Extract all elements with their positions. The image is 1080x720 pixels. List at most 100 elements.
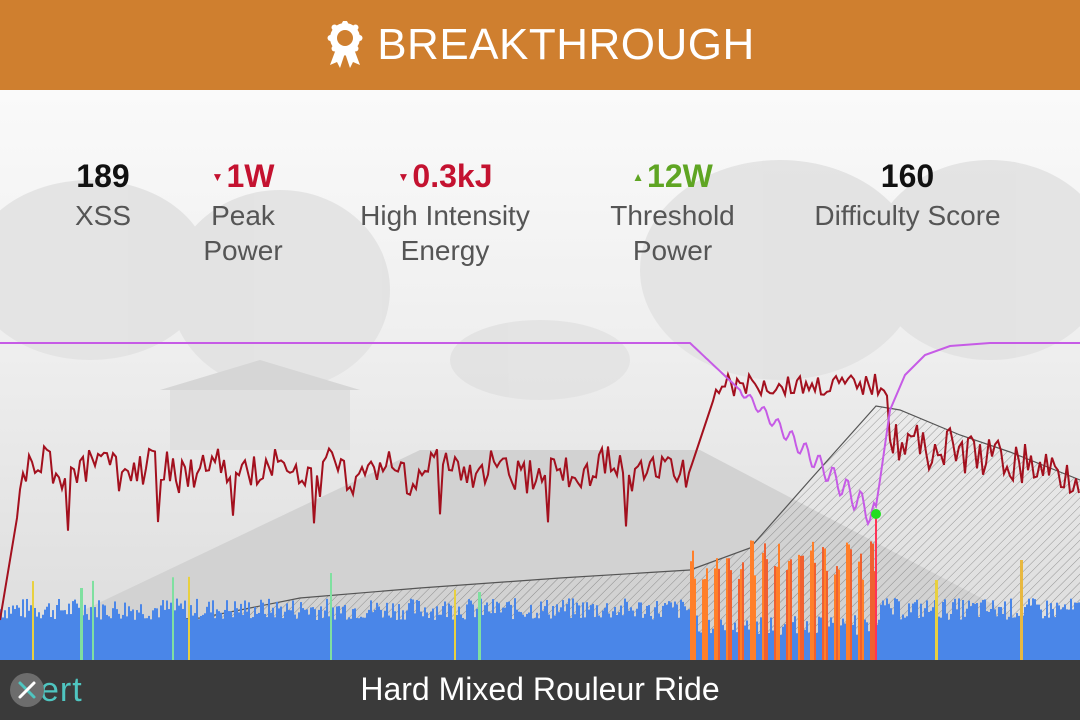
power-zone-bar bbox=[532, 618, 534, 660]
power-zone-bar bbox=[88, 619, 90, 660]
power-zone-bar bbox=[924, 608, 926, 660]
power-zone-bar bbox=[388, 615, 390, 660]
power-zone-bar bbox=[186, 618, 188, 660]
power-zone-bar bbox=[614, 606, 616, 660]
power-zone-bar bbox=[692, 550, 694, 660]
power-zone-bar bbox=[1006, 619, 1008, 660]
power-zone-bar bbox=[596, 605, 598, 660]
power-zone-bar bbox=[946, 613, 948, 660]
workout-name: Hard Mixed Rouleur Ride bbox=[360, 671, 720, 707]
power-zone-bar bbox=[800, 555, 802, 660]
power-zone-bar bbox=[344, 605, 346, 660]
power-zone-bar bbox=[420, 611, 422, 660]
power-zone-bar bbox=[134, 619, 136, 660]
power-zone-bar bbox=[848, 544, 850, 660]
power-zone-bar bbox=[670, 602, 672, 660]
power-zone-bar bbox=[546, 599, 548, 660]
stat-xss: 189 XSS bbox=[53, 154, 153, 233]
power-zone-bar bbox=[130, 611, 132, 660]
power-zone-bar bbox=[414, 613, 416, 660]
power-zone-bar bbox=[204, 613, 206, 660]
power-zone-bar bbox=[502, 607, 504, 660]
stat-hie-value: 0.3kJ bbox=[412, 158, 493, 194]
power-zone-bar bbox=[62, 610, 64, 660]
power-zone-bar bbox=[608, 613, 610, 660]
power-zone-bar bbox=[222, 618, 224, 660]
power-zone-bar bbox=[1074, 602, 1076, 660]
power-zone-bar bbox=[864, 619, 866, 660]
power-zone-bar bbox=[176, 598, 178, 660]
power-zone-bar bbox=[564, 611, 566, 660]
power-zone-bar bbox=[408, 603, 410, 660]
power-zone-bar bbox=[268, 598, 270, 660]
power-zone-bar bbox=[460, 614, 462, 660]
power-zone-bar bbox=[288, 610, 290, 660]
power-zone-bar bbox=[1050, 603, 1052, 660]
power-zone-bar bbox=[436, 606, 438, 660]
power-zone-bar bbox=[34, 607, 36, 660]
power-zone-bar bbox=[166, 600, 168, 660]
power-zone-bar bbox=[56, 605, 58, 660]
power-zone-bar bbox=[570, 617, 572, 660]
power-zone-bar bbox=[412, 599, 414, 660]
power-zone-bar bbox=[510, 604, 512, 660]
power-zone-bar bbox=[968, 600, 970, 660]
power-zone-bar bbox=[552, 605, 554, 660]
power-line bbox=[0, 370, 1080, 621]
power-zone-bar bbox=[442, 606, 444, 660]
power-zone-bar bbox=[1044, 615, 1046, 660]
power-zone-bar bbox=[938, 616, 940, 660]
stat-peak-power-value: 1W bbox=[226, 158, 275, 194]
power-zone-bar bbox=[20, 616, 22, 660]
power-zone-bar bbox=[278, 608, 280, 660]
power-zone-bar bbox=[742, 562, 744, 660]
power-zone-bar bbox=[46, 606, 48, 660]
power-zone-bar bbox=[100, 619, 102, 660]
stat-threshold-power: ▲12W Threshold Power bbox=[595, 154, 750, 268]
stat-tp-label-line1: Threshold bbox=[610, 200, 735, 231]
power-zone-bar bbox=[878, 619, 880, 660]
power-zone-bar bbox=[1020, 560, 1023, 660]
stat-peak-power-label-line2: Power bbox=[203, 235, 283, 266]
power-zone-bar bbox=[884, 605, 886, 660]
power-zone-bar bbox=[816, 632, 818, 660]
power-zone-bar bbox=[126, 616, 128, 660]
power-zone-bar bbox=[358, 618, 360, 660]
power-zone-bar bbox=[478, 592, 481, 660]
power-zone-bar bbox=[682, 601, 684, 660]
power-zone-bar bbox=[830, 617, 832, 660]
power-zone-bar bbox=[534, 617, 536, 660]
power-zone-bar bbox=[364, 617, 366, 660]
power-zone-bar bbox=[444, 601, 446, 660]
power-zone-bar bbox=[490, 613, 492, 660]
power-zone-bar bbox=[112, 608, 114, 660]
power-zone-bar bbox=[304, 609, 306, 660]
power-zone-bar bbox=[336, 606, 338, 660]
power-zone-bar bbox=[790, 559, 792, 660]
power-zone-bar bbox=[486, 602, 488, 660]
power-zone-bar bbox=[14, 609, 16, 660]
power-zone-bar bbox=[992, 600, 994, 660]
power-zone-bar bbox=[472, 604, 474, 660]
power-zone-bar bbox=[698, 631, 700, 660]
power-zone-bar bbox=[328, 616, 330, 660]
power-zone-bar bbox=[394, 611, 396, 660]
power-zone-bar bbox=[866, 622, 868, 660]
power-zone-bar bbox=[900, 619, 902, 660]
power-zone-bar bbox=[398, 604, 400, 660]
power-zone-bar bbox=[440, 614, 442, 660]
power-zone-bar bbox=[942, 601, 944, 660]
power-zone-bar bbox=[708, 619, 710, 660]
power-zone-bar bbox=[314, 609, 316, 660]
power-zone-bar bbox=[966, 608, 968, 660]
power-zone-bar bbox=[162, 600, 164, 660]
power-zone-bar bbox=[586, 602, 588, 660]
power-zone-bar bbox=[714, 568, 716, 660]
power-zone-bar bbox=[52, 610, 54, 660]
power-zone-bar bbox=[594, 617, 596, 660]
power-zone-bar bbox=[270, 612, 272, 660]
power-zone-bar bbox=[536, 612, 538, 660]
power-zone-bar bbox=[706, 568, 708, 660]
power-zone-bar bbox=[730, 570, 732, 660]
power-zone-bar bbox=[628, 610, 630, 660]
